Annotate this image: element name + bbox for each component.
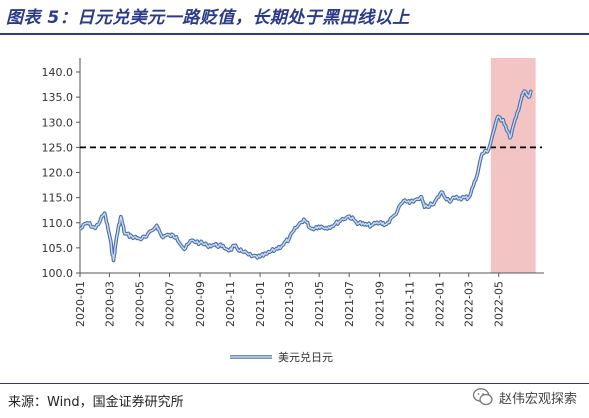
x-tick-label: 2022-03 [463, 281, 476, 327]
series-line [79, 90, 532, 262]
x-tick-label: 2020-01 [74, 281, 87, 327]
watermark-text: 赵伟宏观探索 [498, 391, 577, 407]
title-rule [0, 33, 589, 35]
x-tick-label: 2021-07 [343, 281, 356, 327]
x-tick-label: 2020-05 [134, 281, 147, 327]
x-tick-label: 2021-11 [404, 281, 417, 327]
y-tick-label: 100.0 [42, 267, 74, 280]
x-tick-label: 2021-05 [313, 281, 326, 327]
legend-label: 美元兑日元 [278, 350, 333, 364]
y-tick-label: 125.0 [42, 141, 74, 154]
x-tick-label: 2021-01 [254, 281, 267, 327]
x-tick-label: 2021-09 [374, 281, 387, 327]
y-tick-label: 135.0 [42, 91, 74, 104]
x-tick-label: 2022-01 [434, 281, 447, 327]
x-tick-label: 2020-11 [224, 281, 237, 327]
footer-rule [0, 383, 589, 384]
source-note: 来源：Wind，国金证券研究所 [8, 395, 184, 410]
y-tick-label: 105.0 [42, 242, 74, 255]
watermark: 赵伟宏观探索 [472, 386, 577, 408]
x-tick-label: 2020-09 [194, 281, 207, 327]
y-tick-label: 110.0 [42, 217, 74, 230]
chart-title: 图表 5：日元兑美元一路贬值，长期处于黑田线以上 [6, 8, 410, 28]
x-tick-label: 2022-05 [493, 281, 506, 327]
shaded-region [490, 58, 536, 273]
wechat-icon [472, 388, 493, 406]
y-tick-label: 140.0 [42, 66, 74, 79]
x-tick-label: 2020-07 [164, 281, 177, 327]
y-tick-label: 120.0 [42, 167, 74, 180]
y-tick-label: 115.0 [42, 192, 74, 205]
x-tick-label: 2021-03 [283, 281, 296, 327]
chart-canvas: 100.0 105.0 110.0 115.0 120.0 125.0 130.0 135.0… [42, 58, 544, 364]
y-tick-label: 130.0 [42, 116, 74, 129]
x-tick-label: 2020-03 [104, 281, 117, 327]
